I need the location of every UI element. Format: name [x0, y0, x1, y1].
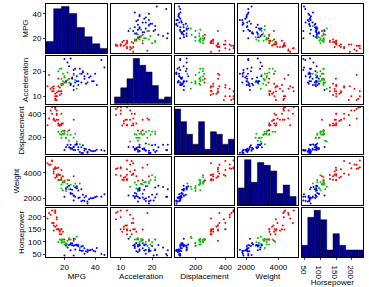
svg-text:150: 150 [330, 266, 339, 280]
svg-text:20: 20 [148, 263, 157, 272]
svg-text:40: 40 [91, 263, 100, 272]
svg-text:200: 200 [189, 263, 203, 272]
svg-text:20: 20 [32, 34, 41, 43]
svg-text:20: 20 [60, 263, 69, 272]
svg-text:Weight: Weight [256, 272, 282, 281]
svg-text:200: 200 [346, 266, 355, 280]
svg-text:100: 100 [314, 266, 323, 280]
svg-text:Displacement: Displacement [180, 272, 229, 281]
svg-text:Displacement: Displacement [17, 105, 26, 154]
svg-text:20: 20 [32, 67, 41, 76]
svg-text:2000: 2000 [237, 263, 255, 272]
svg-text:100: 100 [28, 238, 42, 247]
svg-text:MPG: MPG [21, 19, 30, 37]
svg-text:400: 400 [28, 110, 42, 119]
svg-text:MPG: MPG [68, 272, 86, 281]
svg-text:Horsepower: Horsepower [17, 211, 26, 254]
svg-text:4000: 4000 [24, 169, 42, 178]
svg-text:Weight: Weight [12, 168, 21, 194]
svg-text:2000: 2000 [24, 194, 42, 203]
svg-text:400: 400 [219, 263, 233, 272]
svg-text:Horsepower: Horsepower [311, 278, 354, 287]
svg-text:Acceleration: Acceleration [119, 272, 163, 281]
svg-text:4000: 4000 [269, 263, 287, 272]
svg-text:200: 200 [28, 213, 42, 222]
svg-text:40: 40 [32, 10, 41, 19]
svg-text:200: 200 [28, 133, 42, 142]
svg-text:10: 10 [116, 263, 125, 272]
svg-text:50: 50 [299, 266, 308, 275]
svg-text:50: 50 [32, 250, 41, 259]
svg-text:10: 10 [32, 92, 41, 101]
svg-text:Acceleration: Acceleration [21, 58, 30, 102]
svg-text:150: 150 [28, 225, 42, 234]
